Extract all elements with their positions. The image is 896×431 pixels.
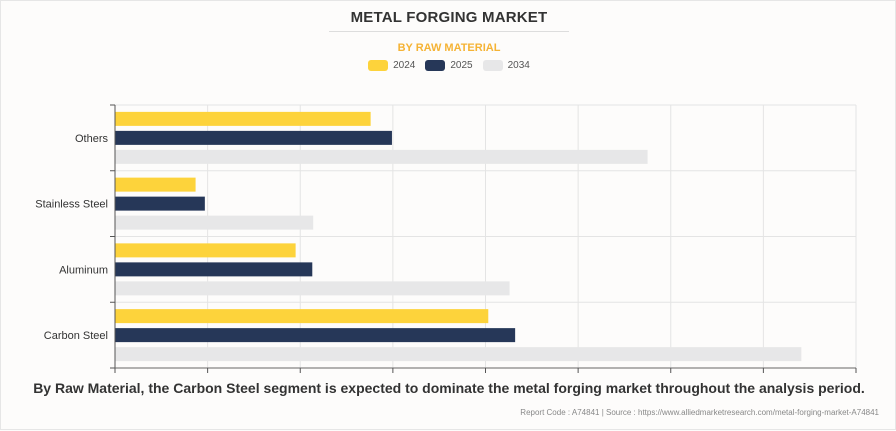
chart-title: METAL FORGING MARKET bbox=[350, 9, 548, 26]
bar-2034-carbon-steel[interactable] bbox=[115, 347, 802, 362]
bar-2025-aluminum[interactable] bbox=[115, 262, 313, 277]
legend-item-2034[interactable]: 2034 bbox=[482, 60, 530, 71]
bar-2024-others[interactable] bbox=[115, 111, 371, 126]
legend-swatch-2034 bbox=[482, 60, 503, 71]
bar-2025-carbon-steel[interactable] bbox=[115, 328, 516, 343]
bar-2034-others[interactable] bbox=[115, 149, 648, 164]
y-tick-label: Carbon Steel bbox=[44, 330, 108, 342]
chart-subtitle: BY RAW MATERIAL bbox=[397, 42, 501, 54]
y-tick-label: Others bbox=[75, 133, 109, 145]
bar-2034-aluminum[interactable] bbox=[115, 281, 510, 296]
source-note: Report Code : A74841 | Source : https://… bbox=[520, 408, 879, 417]
bar-2024-aluminum[interactable] bbox=[115, 243, 296, 258]
bar-2025-others[interactable] bbox=[115, 130, 392, 145]
legend-swatch-2024 bbox=[368, 60, 389, 71]
bar-2034-stainless-steel[interactable] bbox=[115, 215, 314, 230]
legend-item-2025[interactable]: 2025 bbox=[425, 60, 473, 71]
legend-swatch-2025 bbox=[425, 60, 446, 71]
title-divider bbox=[329, 31, 569, 32]
legend-item-2024[interactable]: 2024 bbox=[368, 60, 415, 71]
legend-label-2024: 2024 bbox=[393, 60, 416, 71]
y-tick-label: Stainless Steel bbox=[35, 199, 108, 211]
y-tick-label: Aluminum bbox=[59, 264, 108, 276]
bar-2024-carbon-steel[interactable] bbox=[115, 309, 489, 324]
bar-2024-stainless-steel[interactable] bbox=[115, 177, 196, 192]
chart-caption: By Raw Material, the Carbon Steel segmen… bbox=[33, 380, 865, 396]
bar-2025-stainless-steel[interactable] bbox=[115, 196, 205, 211]
legend: 2024 2025 2034 bbox=[1, 60, 896, 71]
legend-label-2034: 2034 bbox=[507, 60, 530, 71]
legend-label-2025: 2025 bbox=[450, 60, 473, 71]
